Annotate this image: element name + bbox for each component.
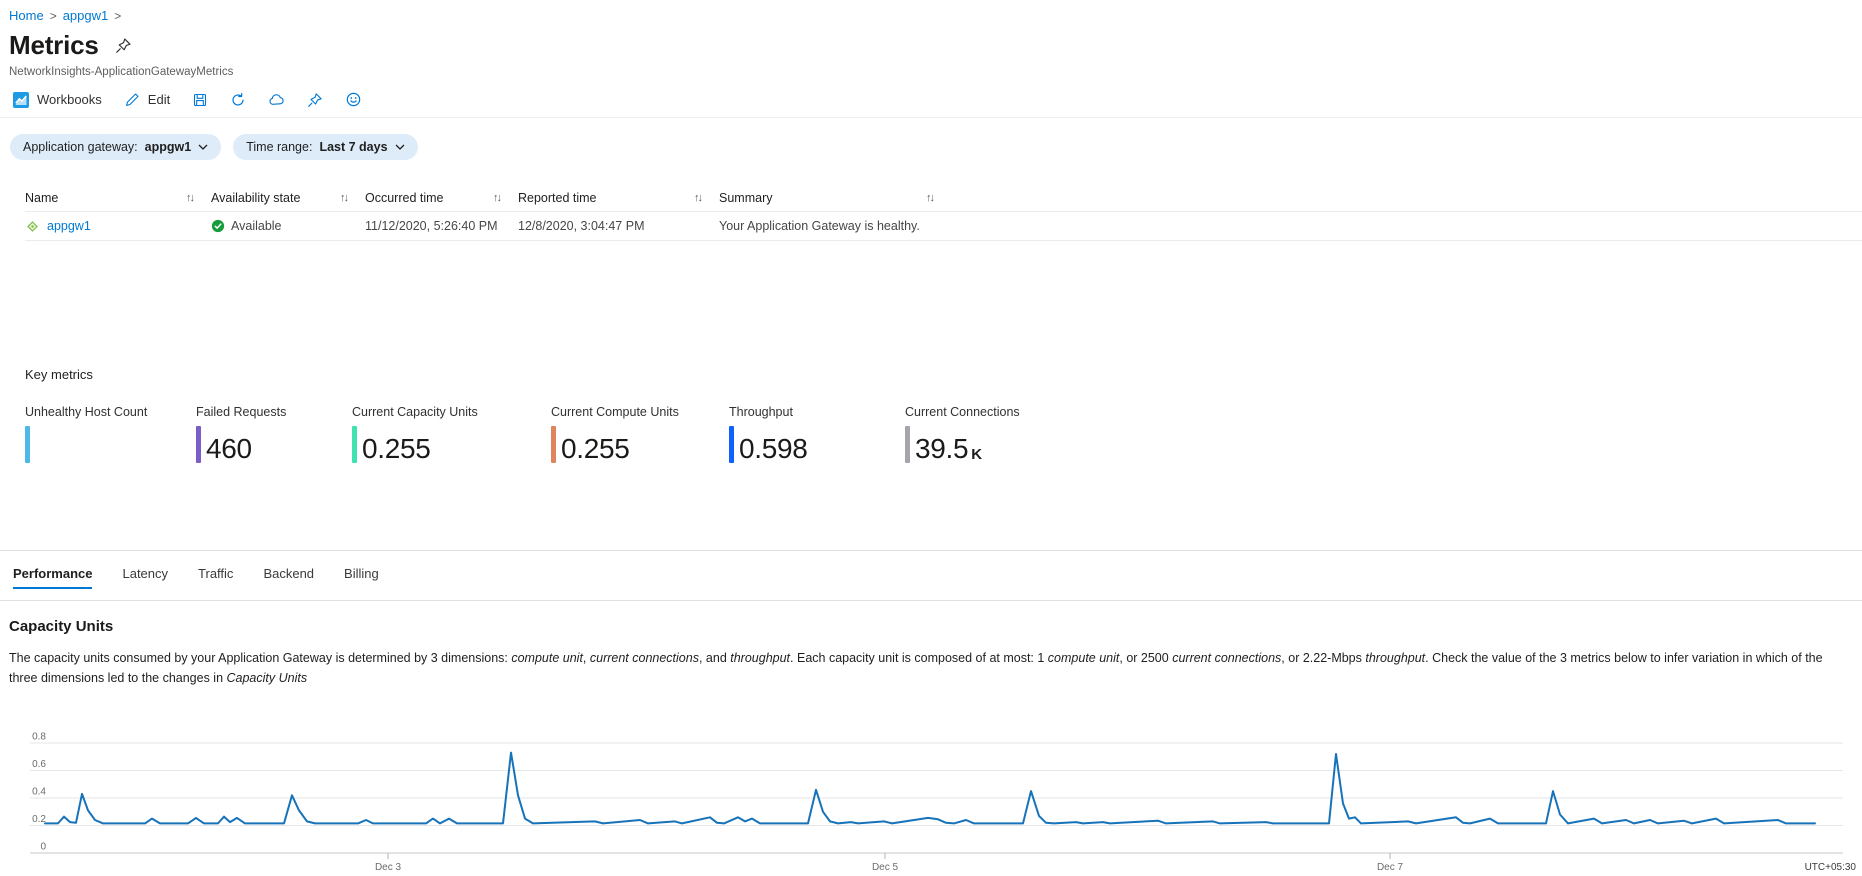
key-metrics-title: Key metrics — [25, 367, 93, 382]
summary-value: Your Application Gateway is healthy. — [719, 219, 920, 233]
filter-label: Application gateway: — [23, 140, 138, 154]
capacity-units-chart: 0 0.2 0.4 0.6 0.8 Dec 3 Dec 5 Dec 7 UTC+05:30 — [0, 721, 1862, 876]
metric-label: Failed Requests — [196, 405, 287, 419]
y-axis-tick-label: 0.6 — [32, 759, 46, 770]
metric-value: 39.5 — [915, 433, 969, 465]
timezone-label: UTC+05:30 — [1805, 862, 1857, 873]
resource-link-appgw1[interactable]: appgw1 — [47, 219, 91, 233]
table-header: Name ↑↓ Availability state ↑↓ Occurred tim… — [25, 185, 1862, 212]
sort-icon: ↑↓ — [694, 192, 703, 204]
chevron-down-icon — [395, 144, 405, 150]
breadcrumb-link-appgw1[interactable]: appgw1 — [62, 8, 109, 23]
occurred-time-value: 11/12/2020, 5:26:40 PM — [365, 219, 498, 233]
tab-strip: Performance Latency Traffic Backend Bill… — [0, 550, 1862, 601]
filter-application-gateway[interactable]: Application gateway: appgw1 — [10, 134, 222, 160]
filter-label: Time range: — [246, 140, 313, 154]
save-button[interactable] — [192, 92, 208, 108]
chevron-right-icon: > — [114, 8, 122, 23]
metric-color-bar — [729, 426, 734, 463]
chevron-down-icon — [198, 144, 208, 150]
x-axis-tick-label: Dec 5 — [872, 862, 899, 873]
filter-time-range[interactable]: Time range: Last 7 days — [233, 134, 418, 160]
available-check-icon — [211, 219, 225, 233]
column-header-summary[interactable]: Summary ↑↓ — [719, 191, 935, 205]
cloud-icon — [268, 92, 285, 108]
tab-traffic[interactable]: Traffic — [198, 566, 233, 589]
workbooks-icon — [13, 91, 29, 108]
metric-tile: Unhealthy Host Count — [25, 405, 196, 463]
metric-label: Current Capacity Units — [352, 405, 478, 419]
metric-label: Current Compute Units — [551, 405, 679, 419]
edit-button[interactable]: Edit — [124, 92, 170, 108]
column-header-availability-state[interactable]: Availability state ↑↓ — [211, 191, 349, 205]
sort-icon: ↑↓ — [340, 192, 349, 204]
page-title: Metrics — [9, 30, 99, 60]
share-cloud-button[interactable] — [268, 92, 285, 108]
refresh-button[interactable] — [230, 92, 246, 108]
smiley-icon — [345, 91, 362, 108]
save-icon — [192, 92, 208, 108]
tab-performance[interactable]: Performance — [13, 566, 93, 589]
metric-tile: Failed Requests 460 — [196, 405, 352, 463]
column-header-occurred-time[interactable]: Occurred time ↑↓ — [365, 191, 502, 205]
metric-value: 460 — [206, 433, 252, 465]
command-bar: Workbooks Edit — [0, 91, 1862, 118]
y-axis-tick-label: 0 — [40, 842, 46, 853]
tab-backend[interactable]: Backend — [263, 566, 314, 589]
filter-value: Last 7 days — [319, 140, 388, 154]
pencil-icon — [124, 92, 140, 108]
metric-color-bar — [196, 426, 201, 463]
metric-label: Unhealthy Host Count — [25, 405, 148, 419]
capacity-units-description: The capacity units consumed by your Appl… — [9, 651, 1823, 685]
pin-icon — [307, 92, 323, 108]
capacity-units-line-series — [44, 751, 1816, 825]
y-axis-tick-label: 0.8 — [32, 732, 46, 743]
metric-value: 0.598 — [739, 433, 808, 465]
refresh-icon — [230, 92, 246, 108]
application-gateway-icon — [25, 219, 40, 234]
workbooks-button[interactable]: Workbooks — [13, 91, 102, 108]
edit-label: Edit — [147, 92, 171, 107]
sort-icon: ↑↓ — [926, 192, 935, 204]
metric-color-bar — [551, 426, 556, 463]
metric-color-bar — [352, 426, 357, 463]
tab-billing[interactable]: Billing — [344, 566, 379, 589]
metric-tile: Current Compute Units 0.255 — [551, 405, 729, 463]
reported-time-value: 12/8/2020, 3:04:47 PM — [518, 219, 645, 233]
column-header-reported-time[interactable]: Reported time ↑↓ — [518, 191, 703, 205]
sort-icon: ↑↓ — [493, 192, 502, 204]
metric-value-suffix: K — [971, 445, 983, 463]
metric-tile: Throughput 0.598 — [729, 405, 905, 463]
metric-tile: Current Connections 39.5 K — [905, 405, 1105, 463]
y-axis-tick-label: 0.2 — [32, 814, 46, 825]
column-header-name[interactable]: Name ↑↓ — [25, 191, 195, 205]
metric-color-bar — [905, 426, 910, 463]
x-axis-tick-label: Dec 3 — [375, 862, 402, 873]
pin-icon[interactable] — [115, 37, 132, 54]
tab-latency[interactable]: Latency — [122, 566, 168, 589]
workbook-subtitle: NetworkInsights-ApplicationGatewayMetric… — [9, 66, 234, 78]
filter-value: appgw1 — [144, 140, 192, 154]
sort-icon: ↑↓ — [186, 192, 195, 204]
key-metrics-row: Unhealthy Host Count Failed Requests 460 Cu… — [0, 405, 1862, 463]
breadcrumb-link-home[interactable]: Home — [9, 8, 44, 23]
table-row: appgw1 Available 11/12/2020, 5:26:40 PM … — [25, 212, 1862, 241]
section-title-capacity-units: Capacity Units — [9, 618, 114, 635]
capacity-units-chart-svg: 0 0.2 0.4 0.6 0.8 Dec 3 Dec 5 Dec 7 UTC+05:30 — [30, 732, 1857, 873]
x-axis-tick-label: Dec 7 — [1377, 862, 1404, 873]
availability-state-value: Available — [231, 219, 282, 233]
metric-value: 0.255 — [362, 433, 431, 465]
y-axis-tick-label: 0.4 — [32, 787, 46, 798]
metric-tile: Current Capacity Units 0.255 — [352, 405, 551, 463]
metric-value: 0.255 — [561, 433, 630, 465]
breadcrumb: Home > appgw1 > — [0, 0, 1862, 23]
metric-label: Current Connections — [905, 405, 1020, 419]
availability-table: Name ↑↓ Availability state ↑↓ Occurred tim… — [0, 185, 1862, 241]
workbooks-label: Workbooks — [37, 92, 102, 107]
feedback-smiley-button[interactable] — [345, 91, 362, 108]
metric-label: Throughput — [729, 405, 793, 419]
pin-to-dashboard-button[interactable] — [307, 92, 323, 108]
metric-color-bar — [25, 426, 30, 463]
chevron-right-icon: > — [49, 8, 57, 23]
